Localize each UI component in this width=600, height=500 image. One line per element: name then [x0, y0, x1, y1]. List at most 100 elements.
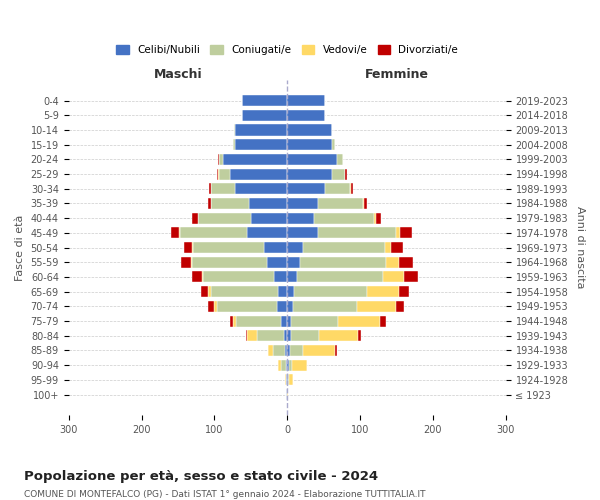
Bar	[383, 272, 404, 282]
Bar	[332, 168, 345, 179]
Bar	[286, 389, 287, 400]
Bar	[400, 256, 413, 268]
Bar	[235, 139, 287, 150]
Bar	[211, 198, 250, 209]
Legend: Celibi/Nubili, Coniugati/e, Vedovi/e, Divorziati/e: Celibi/Nubili, Coniugati/e, Vedovi/e, Di…	[113, 42, 461, 58]
Bar	[286, 374, 287, 386]
Bar	[274, 272, 287, 282]
Bar	[319, 330, 358, 341]
Bar	[289, 374, 293, 386]
Bar	[358, 330, 361, 341]
Bar	[278, 286, 287, 297]
Bar	[287, 139, 332, 150]
Bar	[202, 272, 203, 282]
Text: Femmine: Femmine	[364, 68, 428, 82]
Bar	[287, 154, 337, 165]
Bar	[197, 212, 199, 224]
Bar	[303, 242, 385, 253]
Bar	[287, 389, 288, 400]
Text: COMUNE DI MONTEFALCO (PG) - Dati ISTAT 1° gennaio 2024 - Elaborazione TUTTITALIA: COMUNE DI MONTEFALCO (PG) - Dati ISTAT 1…	[24, 490, 425, 499]
Bar	[192, 242, 193, 253]
Bar	[285, 374, 286, 386]
Bar	[295, 286, 367, 297]
Bar	[287, 168, 332, 179]
Bar	[211, 286, 278, 297]
Bar	[325, 184, 350, 194]
Bar	[287, 256, 301, 268]
Bar	[218, 154, 219, 165]
Bar	[367, 286, 398, 297]
Bar	[192, 272, 202, 282]
Bar	[281, 316, 287, 326]
Bar	[223, 154, 287, 165]
Bar	[287, 330, 291, 341]
Bar	[203, 272, 274, 282]
Bar	[287, 374, 288, 386]
Bar	[284, 330, 287, 341]
Bar	[374, 212, 376, 224]
Bar	[287, 110, 325, 121]
Bar	[396, 301, 404, 312]
Bar	[234, 124, 235, 136]
Bar	[219, 154, 223, 165]
Bar	[350, 184, 353, 194]
Bar	[193, 242, 264, 253]
Bar	[404, 272, 418, 282]
Bar	[338, 316, 380, 326]
Bar	[287, 301, 293, 312]
Bar	[364, 198, 367, 209]
Bar	[332, 139, 335, 150]
Bar	[257, 330, 284, 341]
Bar	[346, 168, 347, 179]
Bar	[184, 242, 192, 253]
Bar	[287, 228, 318, 238]
Bar	[318, 228, 397, 238]
Bar	[218, 168, 219, 179]
Bar	[400, 228, 412, 238]
Bar	[208, 301, 214, 312]
Bar	[214, 301, 217, 312]
Bar	[292, 360, 307, 370]
Bar	[193, 212, 197, 224]
Bar	[211, 184, 235, 194]
Bar	[285, 345, 287, 356]
Bar	[278, 360, 281, 370]
Bar	[287, 184, 325, 194]
Bar	[357, 301, 396, 312]
Bar	[380, 316, 386, 326]
Bar	[386, 256, 400, 268]
Bar	[397, 228, 400, 238]
Bar	[287, 360, 289, 370]
Bar	[391, 242, 403, 253]
Bar	[236, 316, 281, 326]
Bar	[217, 168, 218, 179]
Bar	[290, 345, 303, 356]
Text: Maschi: Maschi	[154, 68, 202, 82]
Bar	[298, 272, 383, 282]
Bar	[267, 256, 287, 268]
Bar	[301, 256, 386, 268]
Bar	[233, 139, 235, 150]
Bar	[281, 360, 286, 370]
Bar	[376, 212, 381, 224]
Bar	[191, 256, 193, 268]
Bar	[291, 330, 319, 341]
Bar	[385, 242, 391, 253]
Bar	[335, 345, 337, 356]
Y-axis label: Fasce di età: Fasce di età	[15, 214, 25, 280]
Bar	[230, 168, 287, 179]
Text: Popolazione per età, sesso e stato civile - 2024: Popolazione per età, sesso e stato civil…	[24, 470, 378, 483]
Bar	[200, 286, 208, 297]
Bar	[268, 345, 274, 356]
Bar	[170, 228, 179, 238]
Bar	[242, 110, 287, 121]
Bar	[274, 345, 285, 356]
Bar	[287, 242, 303, 253]
Bar	[287, 286, 295, 297]
Bar	[208, 286, 211, 297]
Bar	[208, 198, 211, 209]
Bar	[345, 168, 346, 179]
Bar	[398, 286, 409, 297]
Bar	[217, 301, 277, 312]
Bar	[286, 360, 287, 370]
